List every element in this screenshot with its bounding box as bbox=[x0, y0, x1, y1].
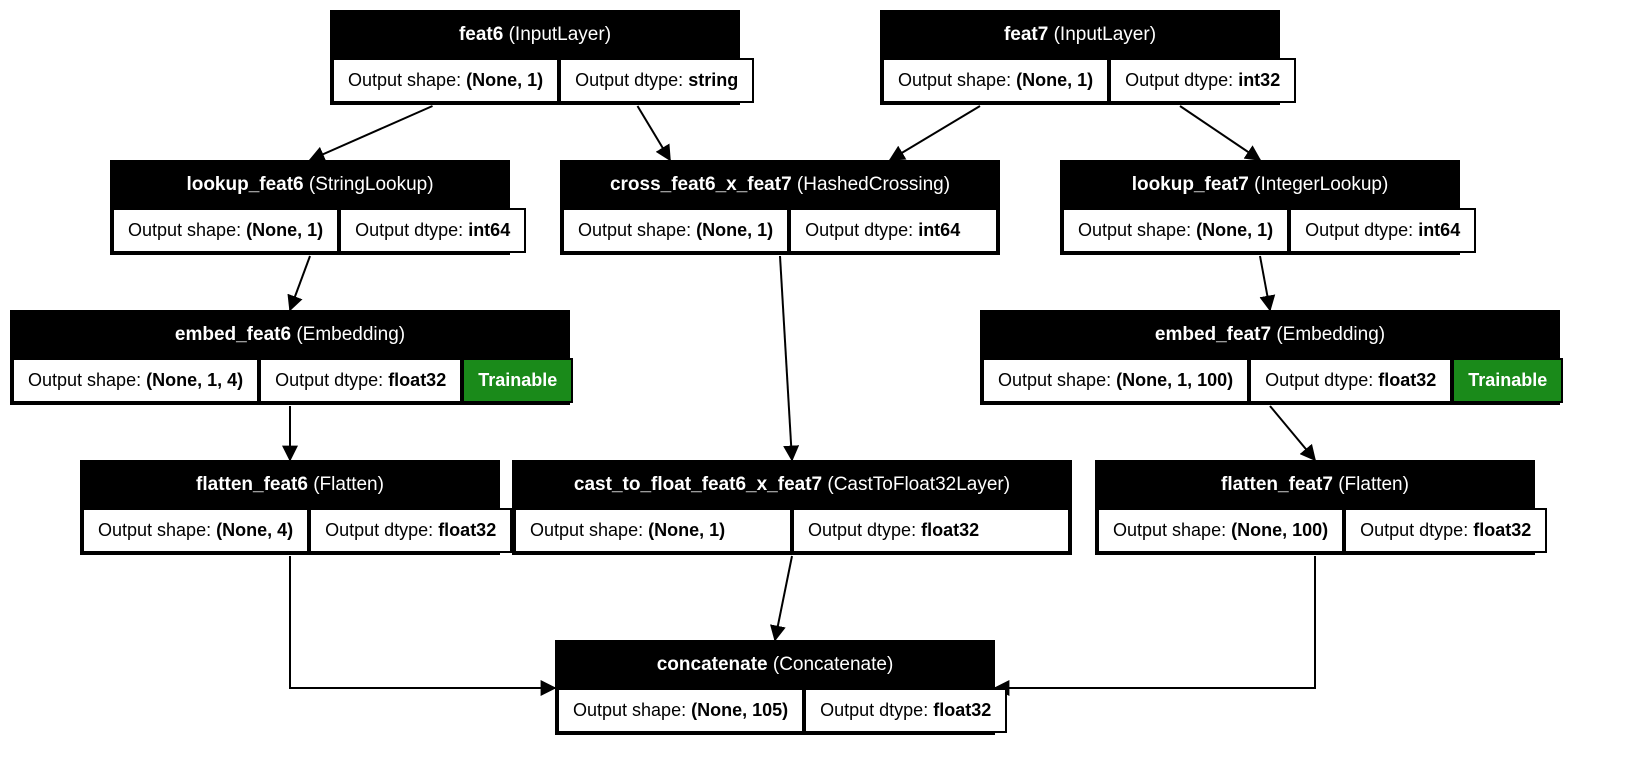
node-title: flatten_feat7 (Flatten) bbox=[1097, 462, 1533, 508]
node-title: feat6 (InputLayer) bbox=[332, 12, 738, 58]
output-shape-cell: Output shape: (None, 100) bbox=[1097, 508, 1344, 553]
layer-node-flatten_feat7: flatten_feat7 (Flatten)Output shape: (No… bbox=[1095, 460, 1535, 555]
node-info-row: Output shape: (None, 1, 100)Output dtype… bbox=[982, 358, 1558, 403]
layer-node-feat7: feat7 (InputLayer)Output shape: (None, 1… bbox=[880, 10, 1280, 105]
node-info-row: Output shape: (None, 1)Output dtype: int… bbox=[562, 208, 998, 253]
edge bbox=[290, 556, 555, 688]
edge bbox=[1260, 256, 1270, 310]
output-dtype-cell: Output dtype: float32 bbox=[259, 358, 462, 403]
node-info-row: Output shape: (None, 4)Output dtype: flo… bbox=[82, 508, 498, 553]
output-dtype-cell: Output dtype: float32 bbox=[792, 508, 1070, 553]
output-shape-cell: Output shape: (None, 1) bbox=[332, 58, 559, 103]
node-title: embed_feat6 (Embedding) bbox=[12, 312, 568, 358]
output-dtype-cell: Output dtype: float32 bbox=[804, 688, 1007, 733]
trainable-badge: Trainable bbox=[462, 358, 573, 403]
edge bbox=[890, 106, 980, 160]
node-title: cross_feat6_x_feat7 (HashedCrossing) bbox=[562, 162, 998, 208]
trainable-badge: Trainable bbox=[1452, 358, 1563, 403]
layer-node-embed_feat7: embed_feat7 (Embedding)Output shape: (No… bbox=[980, 310, 1560, 405]
node-title: embed_feat7 (Embedding) bbox=[982, 312, 1558, 358]
edge bbox=[310, 106, 433, 160]
node-title: lookup_feat7 (IntegerLookup) bbox=[1062, 162, 1458, 208]
output-dtype-cell: Output dtype: float32 bbox=[1249, 358, 1452, 403]
node-info-row: Output shape: (None, 1)Output dtype: str… bbox=[332, 58, 738, 103]
output-shape-cell: Output shape: (None, 105) bbox=[557, 688, 804, 733]
node-info-row: Output shape: (None, 1, 4)Output dtype: … bbox=[12, 358, 568, 403]
output-shape-cell: Output shape: (None, 1, 4) bbox=[12, 358, 259, 403]
output-shape-cell: Output shape: (None, 1, 100) bbox=[982, 358, 1249, 403]
output-dtype-cell: Output dtype: int64 bbox=[339, 208, 526, 253]
output-shape-cell: Output shape: (None, 1) bbox=[514, 508, 792, 553]
node-info-row: Output shape: (None, 105)Output dtype: f… bbox=[557, 688, 993, 733]
node-info-row: Output shape: (None, 1)Output dtype: int… bbox=[112, 208, 508, 253]
output-dtype-cell: Output dtype: float32 bbox=[309, 508, 512, 553]
layer-node-feat6: feat6 (InputLayer)Output shape: (None, 1… bbox=[330, 10, 740, 105]
edge bbox=[775, 556, 792, 640]
node-title: concatenate (Concatenate) bbox=[557, 642, 993, 688]
output-shape-cell: Output shape: (None, 1) bbox=[1062, 208, 1289, 253]
layer-node-cross: cross_feat6_x_feat7 (HashedCrossing)Outp… bbox=[560, 160, 1000, 255]
node-info-row: Output shape: (None, 100)Output dtype: f… bbox=[1097, 508, 1533, 553]
node-info-row: Output shape: (None, 1)Output dtype: int… bbox=[1062, 208, 1458, 253]
node-info-row: Output shape: (None, 1)Output dtype: flo… bbox=[514, 508, 1070, 553]
layer-node-lookup_feat7: lookup_feat7 (IntegerLookup)Output shape… bbox=[1060, 160, 1460, 255]
output-shape-cell: Output shape: (None, 1) bbox=[562, 208, 789, 253]
edge bbox=[638, 106, 671, 160]
layer-node-flatten_feat6: flatten_feat6 (Flatten)Output shape: (No… bbox=[80, 460, 500, 555]
edge bbox=[1270, 406, 1315, 460]
node-title: cast_to_float_feat6_x_feat7 (CastToFloat… bbox=[514, 462, 1070, 508]
output-dtype-cell: Output dtype: int32 bbox=[1109, 58, 1296, 103]
output-shape-cell: Output shape: (None, 4) bbox=[82, 508, 309, 553]
output-shape-cell: Output shape: (None, 1) bbox=[882, 58, 1109, 103]
output-shape-cell: Output shape: (None, 1) bbox=[112, 208, 339, 253]
output-dtype-cell: Output dtype: string bbox=[559, 58, 754, 103]
node-title: feat7 (InputLayer) bbox=[882, 12, 1278, 58]
layer-node-lookup_feat6: lookup_feat6 (StringLookup)Output shape:… bbox=[110, 160, 510, 255]
edge bbox=[995, 556, 1315, 688]
node-title: lookup_feat6 (StringLookup) bbox=[112, 162, 508, 208]
node-info-row: Output shape: (None, 1)Output dtype: int… bbox=[882, 58, 1278, 103]
node-title: flatten_feat6 (Flatten) bbox=[82, 462, 498, 508]
edge bbox=[290, 256, 310, 310]
output-dtype-cell: Output dtype: int64 bbox=[1289, 208, 1476, 253]
edge bbox=[1180, 106, 1260, 160]
edge bbox=[780, 256, 792, 460]
output-dtype-cell: Output dtype: float32 bbox=[1344, 508, 1547, 553]
layer-node-cast: cast_to_float_feat6_x_feat7 (CastToFloat… bbox=[512, 460, 1072, 555]
output-dtype-cell: Output dtype: int64 bbox=[789, 208, 998, 253]
layer-node-concat: concatenate (Concatenate)Output shape: (… bbox=[555, 640, 995, 735]
layer-node-embed_feat6: embed_feat6 (Embedding)Output shape: (No… bbox=[10, 310, 570, 405]
